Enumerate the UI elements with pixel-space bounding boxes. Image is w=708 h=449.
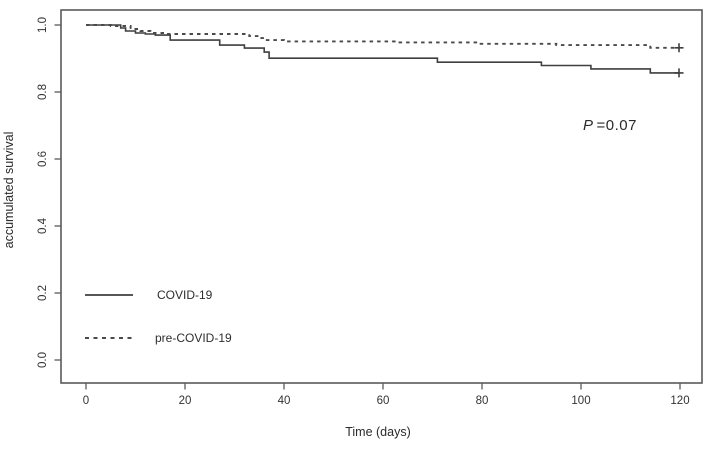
x-tick-label: 100 [571, 395, 590, 407]
legend-label-covid19: COVID-19 [157, 288, 213, 302]
y-tick-label: 0.8 [37, 84, 49, 100]
x-tick-label: 40 [278, 395, 291, 407]
y-tick-label: 0.6 [37, 151, 49, 167]
x-axis: 0 20 40 60 80 100 120 [83, 383, 690, 407]
x-tick-label: 120 [670, 395, 689, 407]
censor-mark [674, 43, 684, 53]
y-axis-title: accumulated survival [2, 132, 16, 249]
x-tick-label: 0 [83, 395, 89, 407]
survival-curve-pre-covid-19 [86, 24, 680, 49]
y-tick-label: 0.2 [37, 285, 49, 301]
survival-curves [86, 24, 684, 78]
x-tick-label: 60 [377, 395, 390, 407]
y-tick-label: 1.0 [37, 17, 49, 33]
survival-curve-covid-19 [86, 24, 680, 74]
legend: COVID-19 pre-COVID-19 [85, 288, 232, 345]
legend-label-pre-covid19: pre-COVID-19 [155, 331, 232, 345]
y-tick-label: 0.4 [37, 217, 49, 234]
x-axis-title: Time (days) [345, 425, 411, 439]
y-tick-label: 0.0 [37, 352, 49, 368]
p-value-symbol: P [583, 117, 594, 134]
censor-mark [674, 68, 684, 78]
p-value-annotation: P =0.07 [583, 117, 637, 134]
p-value-text: =0.07 [597, 117, 637, 134]
x-tick-label: 80 [476, 395, 489, 407]
x-tick-label: 20 [179, 395, 192, 407]
plot-box [60, 9, 703, 384]
y-axis: 1.0 0.8 0.6 0.4 0.2 0.0 [37, 17, 61, 368]
